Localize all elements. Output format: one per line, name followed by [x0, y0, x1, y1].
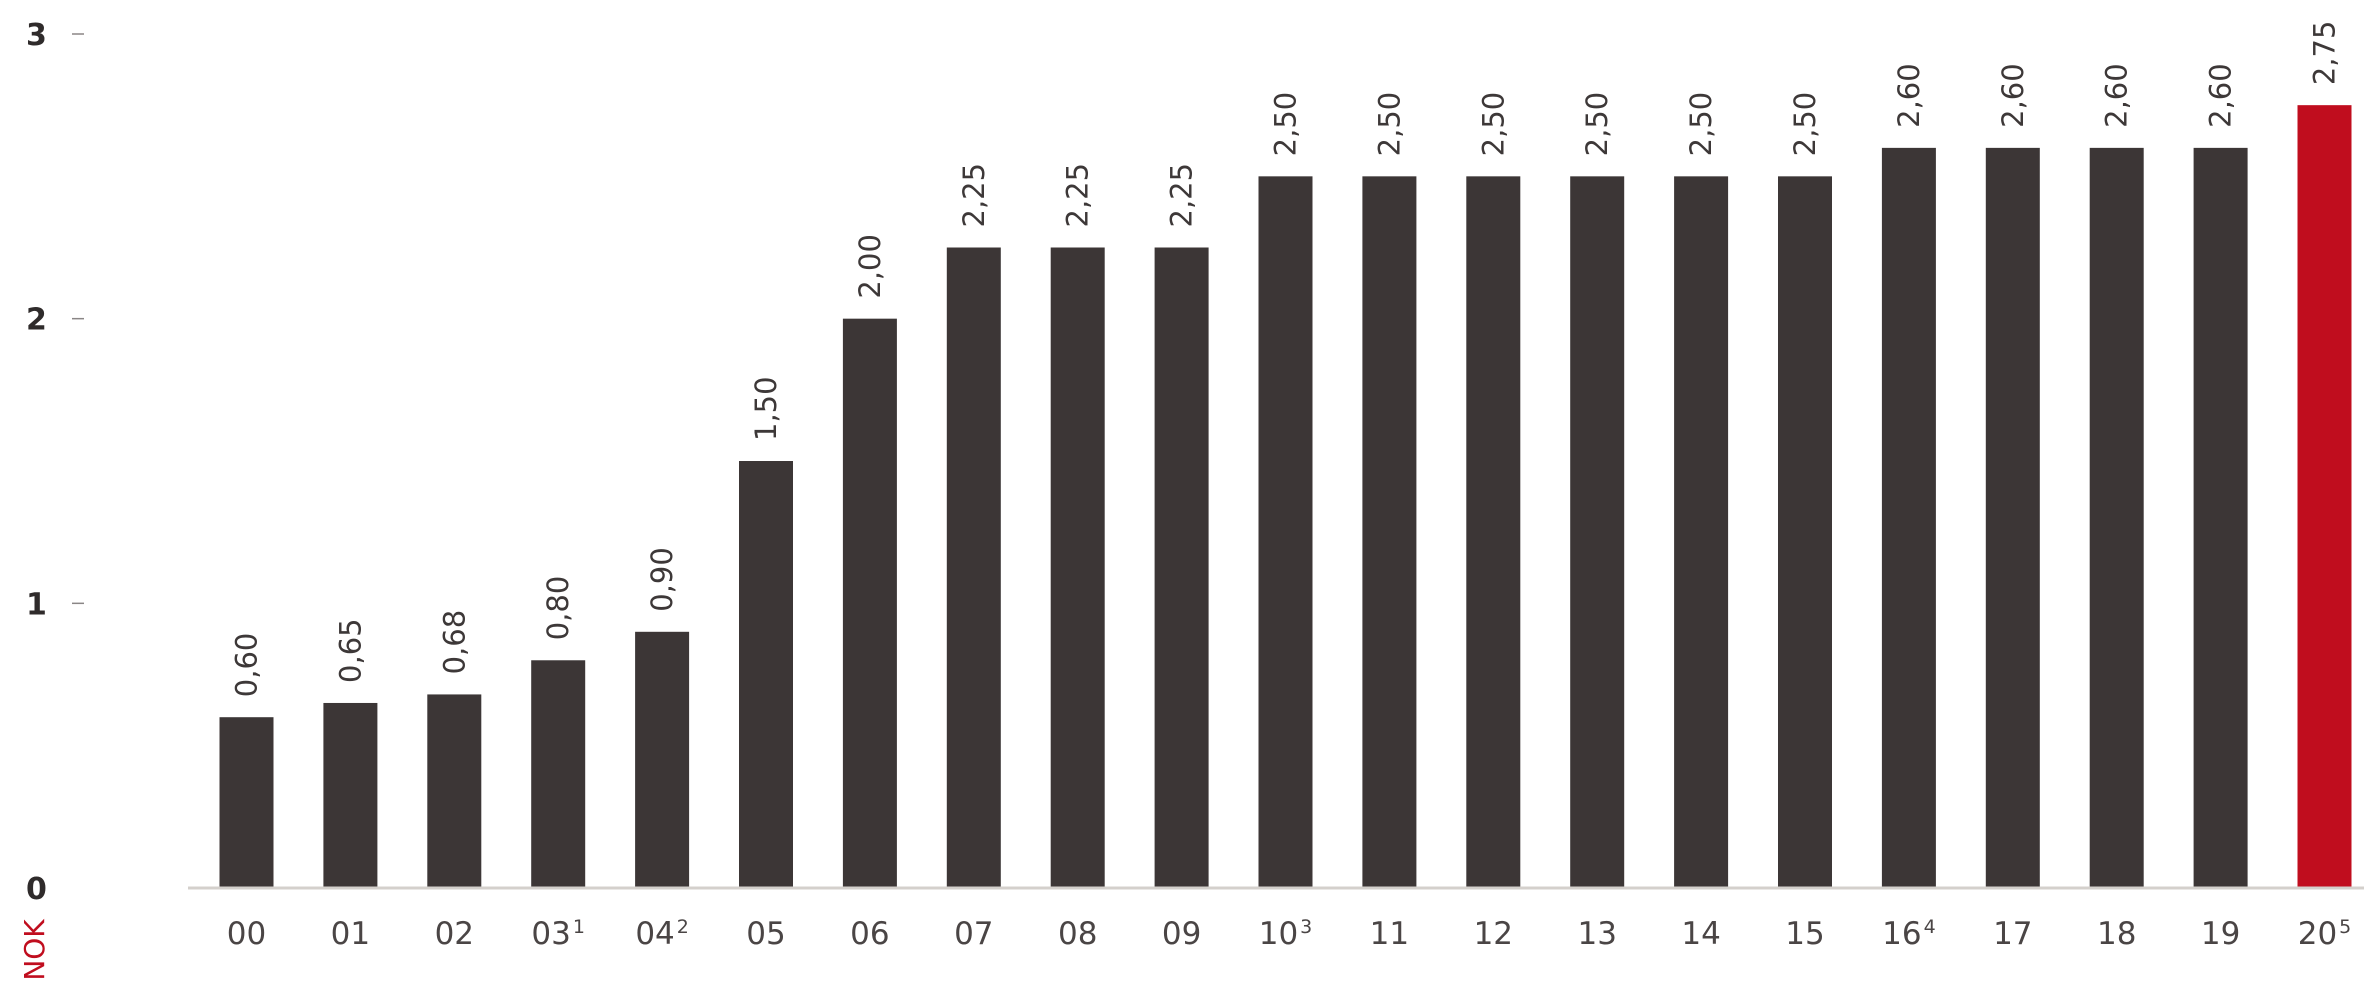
bar-value-label: 2,25 — [1061, 163, 1095, 228]
x-tick-text: 00 — [227, 916, 266, 952]
x-tick-label: 10 3 — [1259, 916, 1313, 952]
bar — [1881, 147, 1936, 888]
x-tick-text: 07 — [954, 916, 993, 952]
bar — [1985, 147, 2040, 888]
y-axis-label: NOK — [18, 919, 51, 981]
bars: 0,60 0,65 0,68 0,80 0,90 1,50 2,00 2,25 2,25 2,25… — [219, 21, 2352, 889]
x-axis: 00 01 02 03 1 04 2 05 06 07 08 09 10 3 11 12 13 14 15 16 4 17… — [227, 916, 2352, 952]
x-tick-text: 18 — [2097, 916, 2136, 952]
x-tick-label: 00 — [227, 916, 266, 952]
bar-value-label: 2,60 — [2204, 63, 2238, 128]
bar-value-label: 2,25 — [957, 163, 991, 228]
x-tick-text: 11 — [1370, 916, 1409, 952]
bar-value-label: 2,60 — [1892, 63, 1926, 128]
bar — [842, 318, 897, 889]
x-tick-label: 17 — [1993, 916, 2032, 952]
bar-value-label: 2,60 — [1996, 63, 2030, 128]
x-tick-text: 03 — [531, 916, 570, 952]
x-tick-label: 11 — [1370, 916, 1409, 952]
x-tick-text: 20 — [2298, 916, 2337, 952]
bar — [1570, 176, 1625, 889]
x-tick-text: 08 — [1058, 916, 1097, 952]
x-tick-label: 20 5 — [2298, 916, 2352, 952]
bar-value-label: 2,25 — [1165, 163, 1199, 228]
x-tick-text: 17 — [1993, 916, 2032, 952]
bar-value-label: 0,60 — [230, 633, 264, 698]
x-tick-text: 06 — [850, 916, 889, 952]
bar-value-label: 0,80 — [541, 576, 575, 641]
x-tick-footnote-marker: 3 — [1300, 916, 1312, 938]
bar-value-label: 0,68 — [437, 610, 471, 675]
bar — [1258, 176, 1313, 889]
x-tick-text: 14 — [1681, 916, 1720, 952]
x-tick-label: 19 — [2201, 916, 2240, 952]
x-tick-label: 08 — [1058, 916, 1097, 952]
x-tick-footnote-marker: 5 — [2339, 916, 2351, 938]
bar — [1154, 247, 1209, 888]
x-tick-footnote-marker: 2 — [677, 916, 689, 938]
x-tick-label: 03 1 — [531, 916, 585, 952]
bar — [2193, 147, 2248, 888]
x-tick-label: 13 — [1577, 916, 1616, 952]
x-tick-text: 10 — [1259, 916, 1298, 952]
bar-value-label: 2,50 — [1788, 92, 1822, 157]
bar — [1466, 176, 1521, 889]
x-tick-label: 07 — [954, 916, 993, 952]
bar — [1674, 176, 1729, 889]
x-tick-text: 12 — [1474, 916, 1513, 952]
x-tick-footnote-marker: 4 — [1924, 916, 1936, 938]
x-tick-text: 16 — [1882, 916, 1921, 952]
x-tick-label: 12 — [1474, 916, 1513, 952]
x-tick-label: 02 — [435, 916, 474, 952]
x-tick-text: 13 — [1577, 916, 1616, 952]
bar-value-label: 2,50 — [1476, 92, 1510, 157]
bar-value-label: 2,60 — [2100, 63, 2134, 128]
x-tick-text: 05 — [746, 916, 785, 952]
bar-value-label: 1,50 — [749, 376, 783, 441]
bar — [219, 717, 274, 888]
bar — [1362, 176, 1417, 889]
bar-value-label: 2,50 — [1269, 92, 1303, 157]
bar — [2089, 147, 2144, 888]
x-tick-label: 16 4 — [1882, 916, 1936, 952]
bar — [323, 702, 378, 888]
bar — [946, 247, 1001, 888]
bar-value-label: 2,50 — [1372, 92, 1406, 157]
y-tick-label: 3 — [26, 18, 47, 53]
y-tick-label: 2 — [26, 303, 47, 338]
bar-value-label: 2,75 — [2308, 21, 2342, 86]
x-tick-footnote-marker: 1 — [573, 916, 585, 938]
x-tick-text: 01 — [331, 916, 370, 952]
bar-value-label: 2,00 — [853, 234, 887, 299]
bar-value-label: 0,90 — [645, 547, 679, 612]
y-axis: 0 1 2 3 — [26, 18, 84, 907]
x-tick-label: 04 2 — [635, 916, 689, 952]
x-tick-text: 02 — [435, 916, 474, 952]
bar — [427, 694, 482, 888]
x-tick-label: 14 — [1681, 916, 1720, 952]
bar — [531, 660, 586, 888]
bar-value-label: 2,50 — [1684, 92, 1718, 157]
x-tick-text: 09 — [1162, 916, 1201, 952]
x-tick-label: 05 — [746, 916, 785, 952]
x-tick-text: 19 — [2201, 916, 2240, 952]
x-tick-label: 06 — [850, 916, 889, 952]
x-tick-label: 18 — [2097, 916, 2136, 952]
x-tick-text: 04 — [635, 916, 674, 952]
bar-value-label: 0,65 — [333, 618, 367, 683]
bar — [2297, 105, 2352, 888]
x-tick-label: 15 — [1785, 916, 1824, 952]
bar — [739, 461, 793, 888]
bar — [635, 631, 690, 888]
x-tick-text: 15 — [1785, 916, 1824, 952]
x-tick-label: 09 — [1162, 916, 1201, 952]
y-tick-label: 0 — [26, 872, 47, 907]
y-tick-label: 1 — [26, 587, 47, 622]
x-tick-label: 01 — [331, 916, 370, 952]
bar — [1050, 247, 1105, 888]
bar-value-label: 2,50 — [1580, 92, 1614, 157]
bar — [1778, 176, 1832, 889]
